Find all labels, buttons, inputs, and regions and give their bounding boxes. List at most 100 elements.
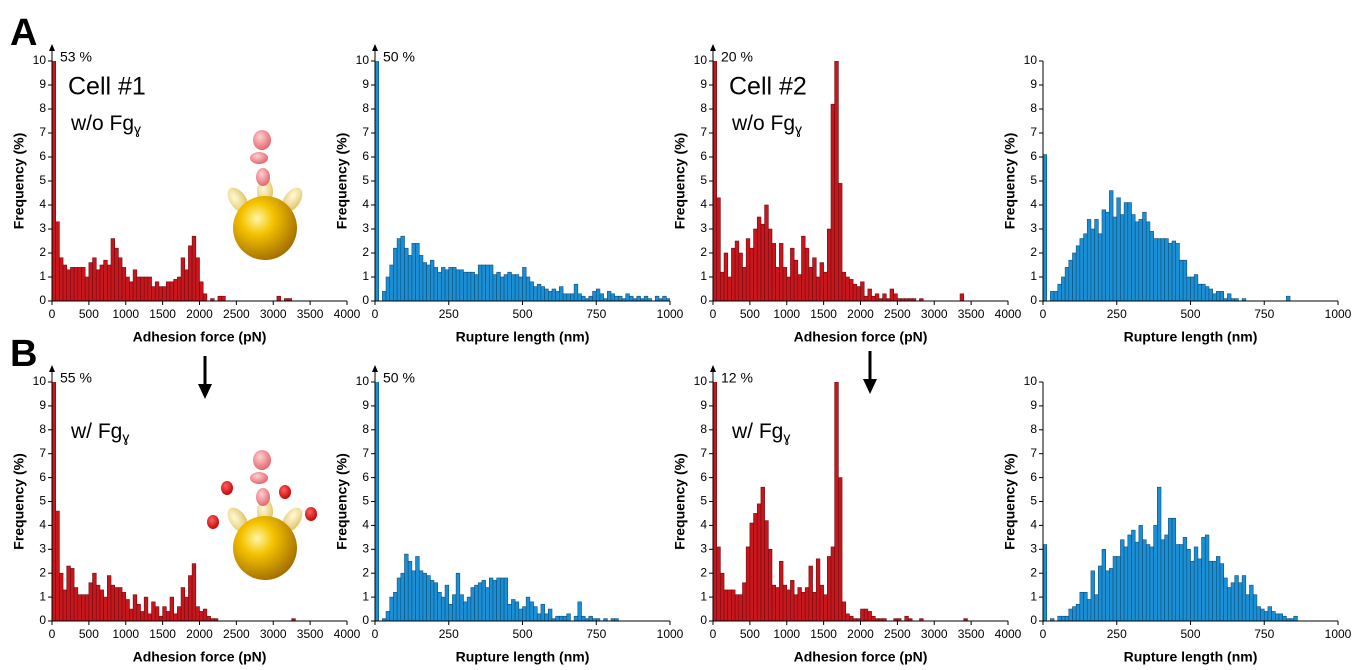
bar bbox=[1138, 219, 1143, 301]
bar bbox=[959, 293, 965, 301]
bar bbox=[1131, 214, 1136, 301]
bar bbox=[1123, 546, 1129, 621]
bar bbox=[595, 288, 601, 301]
x-tick-label: 3500 bbox=[297, 307, 324, 321]
bar bbox=[140, 611, 145, 621]
bar bbox=[129, 281, 134, 301]
x-tick-label: 750 bbox=[586, 627, 606, 641]
bar bbox=[768, 228, 773, 301]
bar bbox=[845, 276, 850, 301]
bar bbox=[889, 288, 894, 301]
bar bbox=[73, 587, 79, 621]
condition-text: w/o Fg bbox=[70, 112, 134, 135]
x-tick-label: 250 bbox=[439, 307, 459, 321]
x-tick-label: 2500 bbox=[884, 307, 911, 321]
bar bbox=[129, 608, 134, 621]
y-tick-label: 7 bbox=[39, 125, 46, 139]
bar bbox=[522, 606, 527, 621]
y-tick-label: 8 bbox=[362, 101, 369, 115]
bar bbox=[845, 613, 850, 621]
bar bbox=[771, 584, 776, 621]
y-tick-label: 9 bbox=[362, 398, 369, 412]
x-tick-label: 1000 bbox=[657, 627, 684, 641]
bar bbox=[169, 596, 174, 621]
bar bbox=[154, 606, 160, 621]
bar bbox=[503, 577, 509, 621]
x-tick-label: 500 bbox=[740, 627, 760, 641]
bar bbox=[904, 615, 909, 621]
bar bbox=[1149, 231, 1154, 301]
y-tick-label: 8 bbox=[700, 422, 707, 436]
bar bbox=[713, 382, 717, 621]
bar bbox=[654, 295, 660, 301]
bar bbox=[88, 582, 93, 621]
x-tick-label: 500 bbox=[1180, 627, 1200, 641]
y-tick-label: 3 bbox=[362, 221, 369, 235]
bar bbox=[88, 262, 93, 301]
bar bbox=[1094, 219, 1099, 301]
bar bbox=[525, 596, 531, 621]
bar bbox=[1127, 202, 1132, 301]
y-tick-label: 2 bbox=[39, 565, 46, 579]
y-tick-label: 8 bbox=[39, 101, 46, 115]
bar bbox=[830, 546, 835, 621]
y-tick-label: 5 bbox=[700, 173, 707, 187]
y-tick-label: 9 bbox=[700, 77, 707, 91]
bar bbox=[734, 240, 740, 301]
y-tick-label: 4 bbox=[700, 197, 707, 211]
bar bbox=[1149, 546, 1154, 621]
overflow-arrow bbox=[710, 44, 716, 51]
y-tick-label: 2 bbox=[1030, 245, 1037, 259]
bar bbox=[125, 276, 130, 301]
bar bbox=[764, 204, 769, 301]
bar bbox=[834, 382, 839, 621]
bar bbox=[114, 247, 119, 301]
y-tick-label: 8 bbox=[700, 101, 707, 115]
bar bbox=[492, 580, 497, 621]
bar bbox=[852, 283, 858, 301]
y-tick-label: 7 bbox=[39, 446, 46, 460]
bar bbox=[1061, 615, 1066, 621]
bar bbox=[1090, 228, 1095, 301]
bar bbox=[217, 295, 222, 301]
x-axis-title: Adhesion force (pN) bbox=[133, 329, 267, 345]
bar bbox=[92, 572, 97, 621]
x-tick-label: 1000 bbox=[112, 627, 139, 641]
bar bbox=[433, 267, 438, 301]
bar bbox=[1109, 568, 1114, 621]
bar bbox=[1168, 243, 1173, 301]
bar bbox=[118, 257, 123, 301]
x-axis-title: Rupture length (nm) bbox=[456, 329, 590, 345]
bar bbox=[756, 216, 762, 301]
bar bbox=[1216, 556, 1221, 621]
bar bbox=[375, 61, 379, 301]
bar bbox=[1138, 525, 1143, 621]
bar bbox=[411, 243, 416, 301]
bar bbox=[422, 572, 427, 621]
bar bbox=[819, 584, 824, 621]
y-tick-label: 10 bbox=[356, 374, 370, 388]
bar bbox=[426, 264, 431, 301]
bar bbox=[1234, 575, 1239, 621]
condition-subscript: ɣ bbox=[122, 429, 129, 445]
cell-label: Cell #1 bbox=[68, 73, 146, 101]
bar bbox=[1179, 544, 1184, 621]
bar bbox=[804, 247, 810, 301]
bar bbox=[1267, 606, 1272, 621]
bar bbox=[1204, 534, 1210, 621]
bar bbox=[734, 594, 740, 621]
bar bbox=[70, 568, 75, 621]
bar bbox=[793, 594, 799, 621]
bar bbox=[62, 264, 68, 301]
bar bbox=[162, 286, 167, 301]
y-tick-label: 6 bbox=[39, 470, 46, 484]
bar bbox=[849, 615, 854, 621]
bar bbox=[581, 615, 586, 621]
bar bbox=[629, 295, 634, 301]
bar bbox=[1064, 267, 1070, 301]
bar bbox=[474, 274, 479, 301]
x-tick-label: 250 bbox=[1107, 627, 1127, 641]
bar bbox=[1252, 594, 1258, 621]
bar bbox=[52, 382, 56, 621]
bar bbox=[1216, 291, 1221, 301]
